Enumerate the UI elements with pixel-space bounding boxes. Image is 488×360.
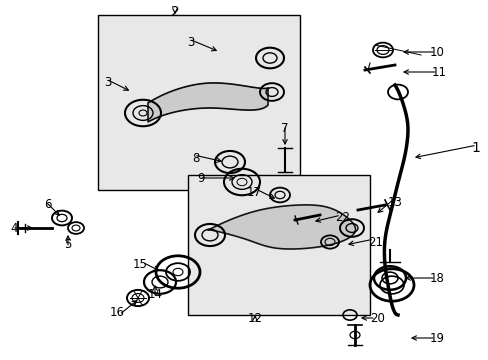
Text: 18: 18 xyxy=(429,271,444,284)
Text: 3: 3 xyxy=(104,76,112,89)
Text: 9: 9 xyxy=(197,171,204,184)
Text: 11: 11 xyxy=(431,66,446,78)
FancyBboxPatch shape xyxy=(98,15,299,190)
Text: 4: 4 xyxy=(10,221,18,234)
Polygon shape xyxy=(148,83,267,122)
Text: 19: 19 xyxy=(429,332,444,345)
FancyBboxPatch shape xyxy=(187,175,369,315)
Text: 21: 21 xyxy=(367,235,382,248)
Text: 17: 17 xyxy=(246,185,262,198)
Text: 12: 12 xyxy=(247,311,262,324)
Text: 15: 15 xyxy=(133,258,148,271)
Text: 14: 14 xyxy=(147,288,162,301)
Text: 6: 6 xyxy=(44,198,52,211)
Polygon shape xyxy=(207,205,355,249)
Text: 1: 1 xyxy=(470,141,479,155)
Text: 13: 13 xyxy=(387,195,402,208)
Text: 8: 8 xyxy=(192,152,200,165)
Text: 5: 5 xyxy=(64,239,72,252)
Text: 2: 2 xyxy=(170,5,179,19)
Text: 7: 7 xyxy=(281,122,288,135)
Text: 16: 16 xyxy=(110,306,125,319)
Text: 3: 3 xyxy=(187,36,195,49)
Text: 20: 20 xyxy=(369,311,384,324)
Text: 22: 22 xyxy=(334,211,349,225)
Text: 10: 10 xyxy=(429,45,444,58)
